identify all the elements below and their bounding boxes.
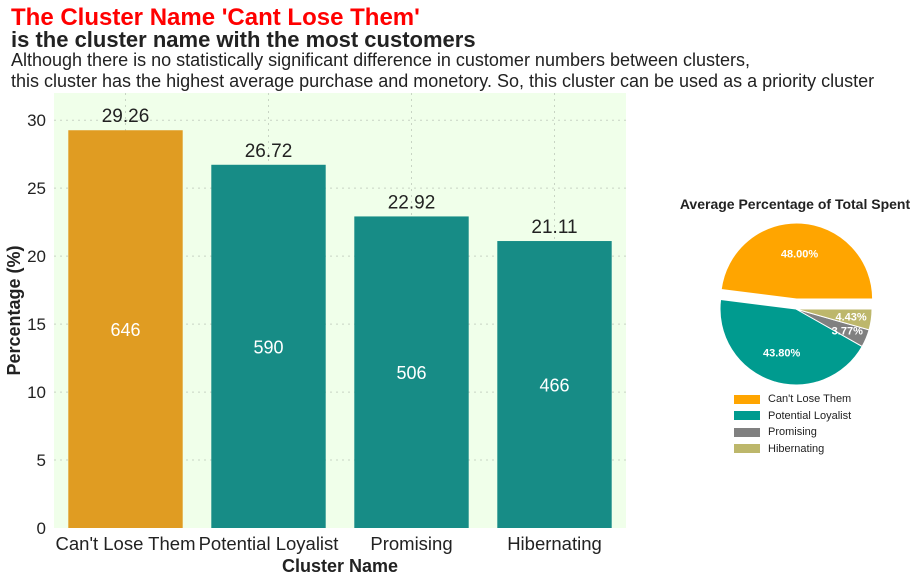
description-line-1: Although there is no statistically signi… (11, 50, 751, 70)
pie-title: Average Percentage of Total Spent (680, 196, 911, 212)
bar-2 (211, 164, 326, 528)
bar-value-label: 26.72 (245, 141, 293, 162)
bar-value-label: 29.26 (102, 106, 150, 127)
legend-label: Hibernating (768, 442, 825, 455)
legend-swatch (734, 411, 760, 421)
y-tick-label: 20 (27, 247, 46, 266)
pie-value-label: 3.77% (832, 325, 863, 337)
y-tick-label: 10 (27, 383, 46, 402)
y-tick-label: 15 (27, 315, 46, 334)
y-axis-label: Percentage (%) (4, 245, 24, 375)
pie-value-label: 48.00% (781, 249, 819, 261)
bar-count-label: 506 (396, 363, 426, 383)
legend-item: Can't Lose Them (734, 391, 851, 408)
pie-value-label: 4.43% (835, 312, 866, 324)
y-tick-label: 25 (27, 179, 46, 198)
legend-label: Can't Lose Them (768, 393, 852, 406)
pie-value-label: 43.80% (763, 347, 801, 359)
x-tick-label: Hibernating (507, 533, 602, 554)
legend-swatch (734, 427, 760, 437)
bar-count-label: 646 (110, 320, 140, 340)
x-tick-label: Can't Lose Them (56, 533, 196, 554)
pie-slice-1 (720, 222, 874, 300)
legend-item: Hibernating (734, 441, 851, 458)
bar-count-label: 590 (253, 337, 283, 357)
legend-item: Promising (734, 424, 851, 441)
bar-value-label: 21.11 (531, 217, 577, 238)
x-tick-label: Potential Loyalist (199, 533, 339, 554)
bar-value-label: 22.92 (388, 192, 436, 213)
legend-label: Potential Loyalist (768, 409, 852, 422)
x-tick-label: Promising (370, 533, 452, 554)
legend-item: Potential Loyalist (734, 408, 851, 425)
pie-legend: Can't Lose Them Potential Loyalist Promisi… (734, 391, 851, 457)
legend-swatch (734, 444, 760, 454)
y-tick-label: 5 (37, 451, 46, 470)
legend-swatch (734, 394, 760, 404)
bar-3 (354, 216, 469, 528)
y-tick-label: 30 (27, 111, 46, 130)
bar-1 (68, 130, 183, 528)
description-line-2: this cluster has the highest average pur… (11, 71, 875, 91)
legend-label: Promising (768, 426, 817, 439)
pie-slice-4 (795, 308, 873, 331)
pie-slice-2 (719, 298, 863, 386)
bar-count-label: 466 (539, 376, 569, 396)
chart-subtitle: is the cluster name with the most custom… (11, 27, 476, 52)
bar-4 (497, 241, 612, 528)
x-axis-label: Cluster Name (282, 556, 398, 576)
chart-title: The Cluster Name 'Cant Lose Them' (11, 4, 420, 31)
y-tick-label: 0 (37, 519, 46, 538)
